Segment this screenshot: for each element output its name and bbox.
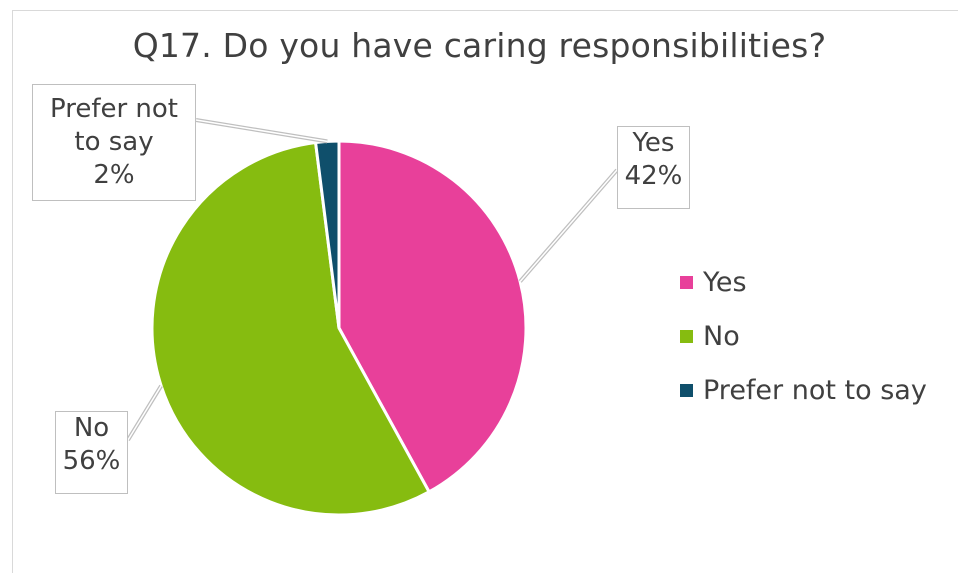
pie-slice-yes [337,139,528,494]
chart-title: Q17. Do you have caring responsibilities… [132,26,827,65]
leader-line-no-inner [127,385,162,441]
legend-swatch-no [680,329,693,343]
data-label-yes-value: 42% [624,161,683,191]
data-label-prefer-line1: Prefer not [49,94,179,124]
leader-line-yes-inner [519,169,618,282]
legend-swatch-prefer-not-to-say [680,383,693,397]
leader-lines [126,118,619,442]
data-label-no-value: 56% [62,446,121,476]
data-label-yes-name: Yes [632,128,675,158]
data-label-prefer-not-to-say: Prefer not to say 2% [32,84,196,201]
data-label-prefer-line2: to say [74,127,154,157]
leader-line-prefer-not-to-say-inner [195,119,328,143]
legend-label-no: No [703,320,740,352]
legend-label-yes: Yes [703,266,747,298]
data-label-no: No 56% [55,411,128,494]
data-label-yes: Yes 42% [617,126,690,209]
legend-item-no: No [680,309,927,363]
pie-slices [150,139,528,517]
legend-label-prefer-not-to-say: Prefer not to say [703,374,927,406]
pie-slice-prefer-not-to-say [313,139,341,329]
data-label-prefer-value: 2% [93,160,135,190]
legend: Yes No Prefer not to say [680,255,927,417]
legend-item-prefer-not-to-say: Prefer not to say [680,363,927,417]
data-label-no-name: No [73,413,110,443]
legend-item-yes: Yes [680,255,927,309]
chart-area [12,10,958,573]
legend-swatch-yes [680,275,693,289]
